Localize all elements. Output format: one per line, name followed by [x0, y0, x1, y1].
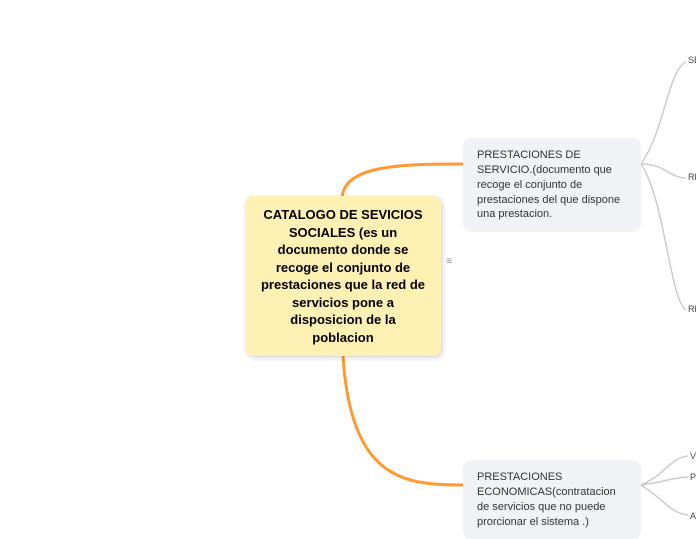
- root-node[interactable]: CATALOGO DE SEVICIOS SOCIALES (es un doc…: [245, 196, 441, 356]
- leaf-node[interactable]: REC: [688, 172, 696, 182]
- mindmap-canvas: CATALOGO DE SEVICIOS SOCIALES (es un doc…: [0, 0, 696, 520]
- expand-icon[interactable]: ≡: [445, 257, 453, 265]
- child-node-prestaciones-servicio[interactable]: PRESTACIONES DE SERVICIO.(documento que …: [463, 138, 641, 232]
- leaf-node[interactable]: SER: [688, 55, 696, 65]
- leaf-node[interactable]: REC: [688, 304, 696, 314]
- leaf-node[interactable]: VI: [690, 451, 696, 461]
- leaf-node[interactable]: PR: [690, 472, 696, 482]
- child-node-prestaciones-economicas[interactable]: PRESTACIONES ECONOMICAS(contratacion de …: [463, 460, 641, 539]
